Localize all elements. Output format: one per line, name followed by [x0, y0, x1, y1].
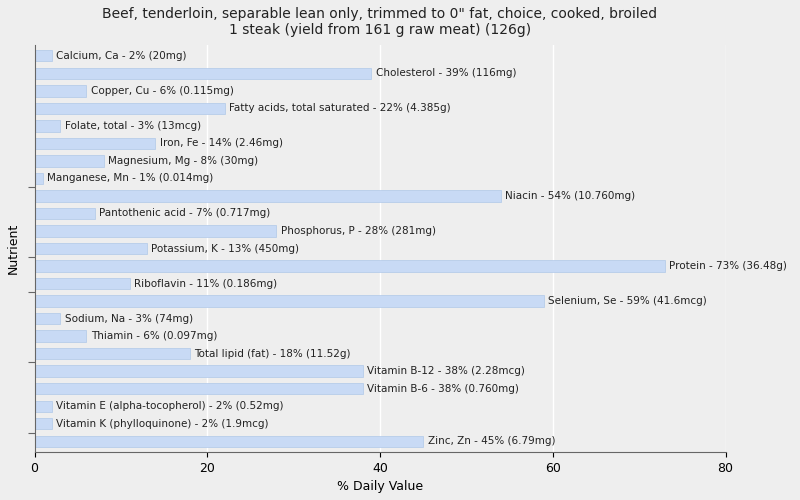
- Text: Total lipid (fat) - 18% (11.52g): Total lipid (fat) - 18% (11.52g): [194, 348, 351, 358]
- X-axis label: % Daily Value: % Daily Value: [337, 480, 423, 493]
- Bar: [34, 85, 86, 96]
- Text: Riboflavin - 11% (0.186mg): Riboflavin - 11% (0.186mg): [134, 278, 277, 288]
- Text: Vitamin E (alpha-tocopherol) - 2% (0.52mg): Vitamin E (alpha-tocopherol) - 2% (0.52m…: [56, 401, 284, 411]
- Bar: [34, 208, 95, 219]
- Bar: [34, 172, 43, 184]
- Bar: [34, 138, 155, 149]
- Text: Fatty acids, total saturated - 22% (4.385g): Fatty acids, total saturated - 22% (4.38…: [229, 104, 450, 114]
- Bar: [34, 383, 362, 394]
- Text: Phosphorus, P - 28% (281mg): Phosphorus, P - 28% (281mg): [281, 226, 436, 236]
- Text: Sodium, Na - 3% (74mg): Sodium, Na - 3% (74mg): [65, 314, 193, 324]
- Bar: [34, 243, 147, 254]
- Text: Thiamin - 6% (0.097mg): Thiamin - 6% (0.097mg): [90, 331, 217, 341]
- Text: Magnesium, Mg - 8% (30mg): Magnesium, Mg - 8% (30mg): [108, 156, 258, 166]
- Text: Potassium, K - 13% (450mg): Potassium, K - 13% (450mg): [151, 244, 299, 254]
- Text: Cholesterol - 39% (116mg): Cholesterol - 39% (116mg): [376, 68, 516, 78]
- Text: Iron, Fe - 14% (2.46mg): Iron, Fe - 14% (2.46mg): [160, 138, 282, 148]
- Title: Beef, tenderloin, separable lean only, trimmed to 0" fat, choice, cooked, broile: Beef, tenderloin, separable lean only, t…: [102, 7, 658, 37]
- Bar: [34, 418, 52, 430]
- Text: Manganese, Mn - 1% (0.014mg): Manganese, Mn - 1% (0.014mg): [47, 174, 214, 184]
- Text: Folate, total - 3% (13mcg): Folate, total - 3% (13mcg): [65, 121, 201, 131]
- Bar: [34, 50, 52, 62]
- Text: Calcium, Ca - 2% (20mg): Calcium, Ca - 2% (20mg): [56, 51, 186, 61]
- Bar: [34, 260, 665, 272]
- Bar: [34, 400, 52, 412]
- Text: Pantothenic acid - 7% (0.717mg): Pantothenic acid - 7% (0.717mg): [99, 208, 270, 218]
- Bar: [34, 102, 225, 114]
- Bar: [34, 348, 190, 360]
- Text: Zinc, Zn - 45% (6.79mg): Zinc, Zn - 45% (6.79mg): [427, 436, 555, 446]
- Text: Protein - 73% (36.48g): Protein - 73% (36.48g): [670, 261, 787, 271]
- Bar: [34, 120, 61, 132]
- Bar: [34, 226, 276, 236]
- Y-axis label: Nutrient: Nutrient: [7, 223, 20, 274]
- Bar: [34, 278, 130, 289]
- Bar: [34, 313, 61, 324]
- Bar: [34, 436, 423, 447]
- Bar: [34, 296, 544, 307]
- Text: Niacin - 54% (10.760mg): Niacin - 54% (10.760mg): [506, 191, 635, 201]
- Bar: [34, 190, 501, 202]
- Bar: [34, 68, 371, 79]
- Text: Selenium, Se - 59% (41.6mcg): Selenium, Se - 59% (41.6mcg): [549, 296, 707, 306]
- Text: Copper, Cu - 6% (0.115mg): Copper, Cu - 6% (0.115mg): [90, 86, 234, 96]
- Bar: [34, 155, 104, 166]
- Bar: [34, 366, 362, 377]
- Bar: [34, 330, 86, 342]
- Text: Vitamin B-12 - 38% (2.28mcg): Vitamin B-12 - 38% (2.28mcg): [367, 366, 525, 376]
- Text: Vitamin K (phylloquinone) - 2% (1.9mcg): Vitamin K (phylloquinone) - 2% (1.9mcg): [56, 418, 269, 428]
- Text: Vitamin B-6 - 38% (0.760mg): Vitamin B-6 - 38% (0.760mg): [367, 384, 519, 394]
